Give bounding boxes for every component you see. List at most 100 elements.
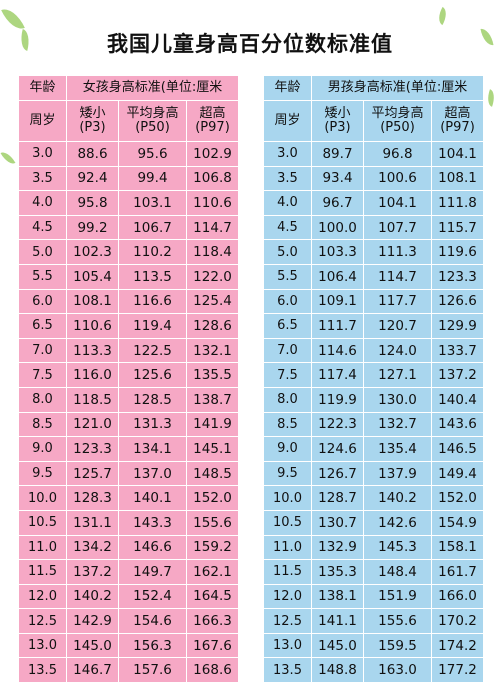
table-row: 8.5 122.3 132.7 143.6 xyxy=(263,411,484,438)
average-height-cell: 116.6 xyxy=(118,288,187,315)
short-height-cell: 145.0 xyxy=(311,632,364,659)
age-cell: 4.0 xyxy=(18,190,67,216)
tall-height-cell: 110.6 xyxy=(186,190,239,216)
average-height-cell: 117.7 xyxy=(363,288,432,315)
table-row: 8.0 119.9 130.0 140.4 xyxy=(263,386,484,413)
table-row: 8.5 121.0 131.3 141.9 xyxy=(18,411,239,438)
tall-height-cell: 111.8 xyxy=(431,190,484,216)
short-height-cell: 99.2 xyxy=(66,214,119,241)
age-cell: 5.0 xyxy=(263,239,312,265)
age-cell: 5.5 xyxy=(18,263,67,290)
average-height-cell: 140.1 xyxy=(118,485,187,511)
short-height-cell: 128.7 xyxy=(311,485,364,511)
age-cell: 6.5 xyxy=(263,313,312,339)
tall-height-cell: 129.9 xyxy=(431,313,484,339)
tall-height-cell: 154.9 xyxy=(431,509,484,536)
average-height-cell: 148.4 xyxy=(363,559,432,585)
tall-height-cell: 177.2 xyxy=(431,657,484,683)
tall-height-cell: 162.1 xyxy=(186,559,239,585)
short-height-cell: 122.3 xyxy=(311,411,364,438)
table-row: 4.5 100.0 107.7 115.7 xyxy=(263,214,484,241)
tall-height-cell: 164.5 xyxy=(186,583,239,610)
table-row: 12.5 141.1 155.6 170.2 xyxy=(263,608,484,634)
table-row: 10.0 128.3 140.1 152.0 xyxy=(18,485,239,511)
average-column-code: (P50) xyxy=(135,120,170,135)
average-height-cell: 159.5 xyxy=(363,632,432,659)
short-height-cell: 118.5 xyxy=(66,386,119,413)
table-row: 3.5 92.4 99.4 106.8 xyxy=(18,165,239,192)
tall-height-cell: 108.1 xyxy=(431,165,484,192)
age-cell: 3.0 xyxy=(18,141,67,167)
tall-height-cell: 122.0 xyxy=(186,263,239,290)
short-height-cell: 128.3 xyxy=(66,485,119,511)
average-height-cell: 137.9 xyxy=(363,460,432,487)
girls-height-table: 年龄 女孩身高标准(单位:厘米 周岁 矮小 (P3) 平均身高 (P50) 超高 (P… xyxy=(18,75,239,683)
average-height-cell: 107.7 xyxy=(363,214,432,241)
tall-height-cell: 104.1 xyxy=(431,141,484,167)
short-height-cell: 103.3 xyxy=(311,239,364,265)
short-height-cell: 114.6 xyxy=(311,337,364,364)
average-height-cell: 135.4 xyxy=(363,436,432,462)
short-height-cell: 110.6 xyxy=(66,313,119,339)
tall-height-cell: 115.7 xyxy=(431,214,484,241)
table-row: 7.0 113.3 122.5 132.1 xyxy=(18,337,239,364)
subheader-row: 周岁 矮小 (P3) 平均身高 (P50) 超高 (P97) xyxy=(263,100,484,142)
average-height-cell: 156.3 xyxy=(118,632,187,659)
tall-column-header: 超高 (P97) xyxy=(186,100,239,142)
age-cell: 6.0 xyxy=(18,288,67,315)
tall-height-cell: 119.6 xyxy=(431,239,484,265)
age-unit-header: 周岁 xyxy=(263,100,312,142)
short-height-cell: 145.0 xyxy=(66,632,119,659)
boys-table-body: 3.0 89.7 96.8 104.1 3.5 93.4 100.6 108.1 4.0 96.7… xyxy=(263,141,484,683)
table-row: 9.0 123.3 134.1 145.1 xyxy=(18,436,239,462)
age-cell: 8.0 xyxy=(263,386,312,413)
short-height-cell: 131.1 xyxy=(66,509,119,536)
short-height-cell: 108.1 xyxy=(66,288,119,315)
short-height-cell: 106.4 xyxy=(311,263,364,290)
age-cell: 12.0 xyxy=(263,583,312,610)
short-height-cell: 93.4 xyxy=(311,165,364,192)
age-cell: 5.5 xyxy=(263,263,312,290)
tall-height-cell: 114.7 xyxy=(186,214,239,241)
short-height-cell: 141.1 xyxy=(311,608,364,634)
header-row: 年龄 男孩身高标准(单位:厘米 xyxy=(263,75,484,101)
short-column-name: 矮小 xyxy=(79,106,106,121)
table-row: 13.0 145.0 159.5 174.2 xyxy=(263,632,484,659)
tall-height-cell: 161.7 xyxy=(431,559,484,585)
average-column-name: 平均身高 xyxy=(126,106,179,121)
average-height-cell: 149.7 xyxy=(118,559,187,585)
short-height-cell: 134.2 xyxy=(66,534,119,561)
average-height-cell: 142.6 xyxy=(363,509,432,536)
average-column-header: 平均身高 (P50) xyxy=(118,100,187,142)
table-row: 4.5 99.2 106.7 114.7 xyxy=(18,214,239,241)
average-height-cell: 128.5 xyxy=(118,386,187,413)
table-row: 6.5 111.7 120.7 129.9 xyxy=(263,313,484,339)
table-row: 13.5 148.8 163.0 177.2 xyxy=(263,657,484,683)
short-height-cell: 142.9 xyxy=(66,608,119,634)
table-row: 9.0 124.6 135.4 146.5 xyxy=(263,436,484,462)
tall-height-cell: 155.6 xyxy=(186,509,239,536)
tall-height-cell: 132.1 xyxy=(186,337,239,364)
average-height-cell: 146.6 xyxy=(118,534,187,561)
age-cell: 4.5 xyxy=(18,214,67,241)
short-height-cell: 88.6 xyxy=(66,141,119,167)
short-height-cell: 92.4 xyxy=(66,165,119,192)
short-height-cell: 105.4 xyxy=(66,263,119,290)
girls-table-body: 3.0 88.6 95.6 102.9 3.5 92.4 99.4 106.8 4.0 95.8 1… xyxy=(18,141,239,683)
age-cell: 9.0 xyxy=(263,436,312,462)
table-row: 4.0 95.8 103.1 110.6 xyxy=(18,190,239,216)
age-cell: 9.5 xyxy=(18,460,67,487)
tall-height-cell: 168.6 xyxy=(186,657,239,683)
age-cell: 6.5 xyxy=(18,313,67,339)
average-height-cell: 127.1 xyxy=(363,362,432,388)
age-cell: 13.0 xyxy=(263,632,312,659)
age-cell: 4.0 xyxy=(263,190,312,216)
table-row: 11.0 132.9 145.3 158.1 xyxy=(263,534,484,561)
age-cell: 13.0 xyxy=(18,632,67,659)
short-column-name: 矮小 xyxy=(324,106,351,121)
short-height-cell: 113.3 xyxy=(66,337,119,364)
girls-height-table-panel: 年龄 女孩身高标准(单位:厘米 周岁 矮小 (P3) 平均身高 (P50) 超高 (P… xyxy=(18,75,239,683)
tall-column-name: 超高 xyxy=(444,106,471,121)
average-height-cell: 114.7 xyxy=(363,263,432,290)
age-cell: 7.5 xyxy=(263,362,312,388)
